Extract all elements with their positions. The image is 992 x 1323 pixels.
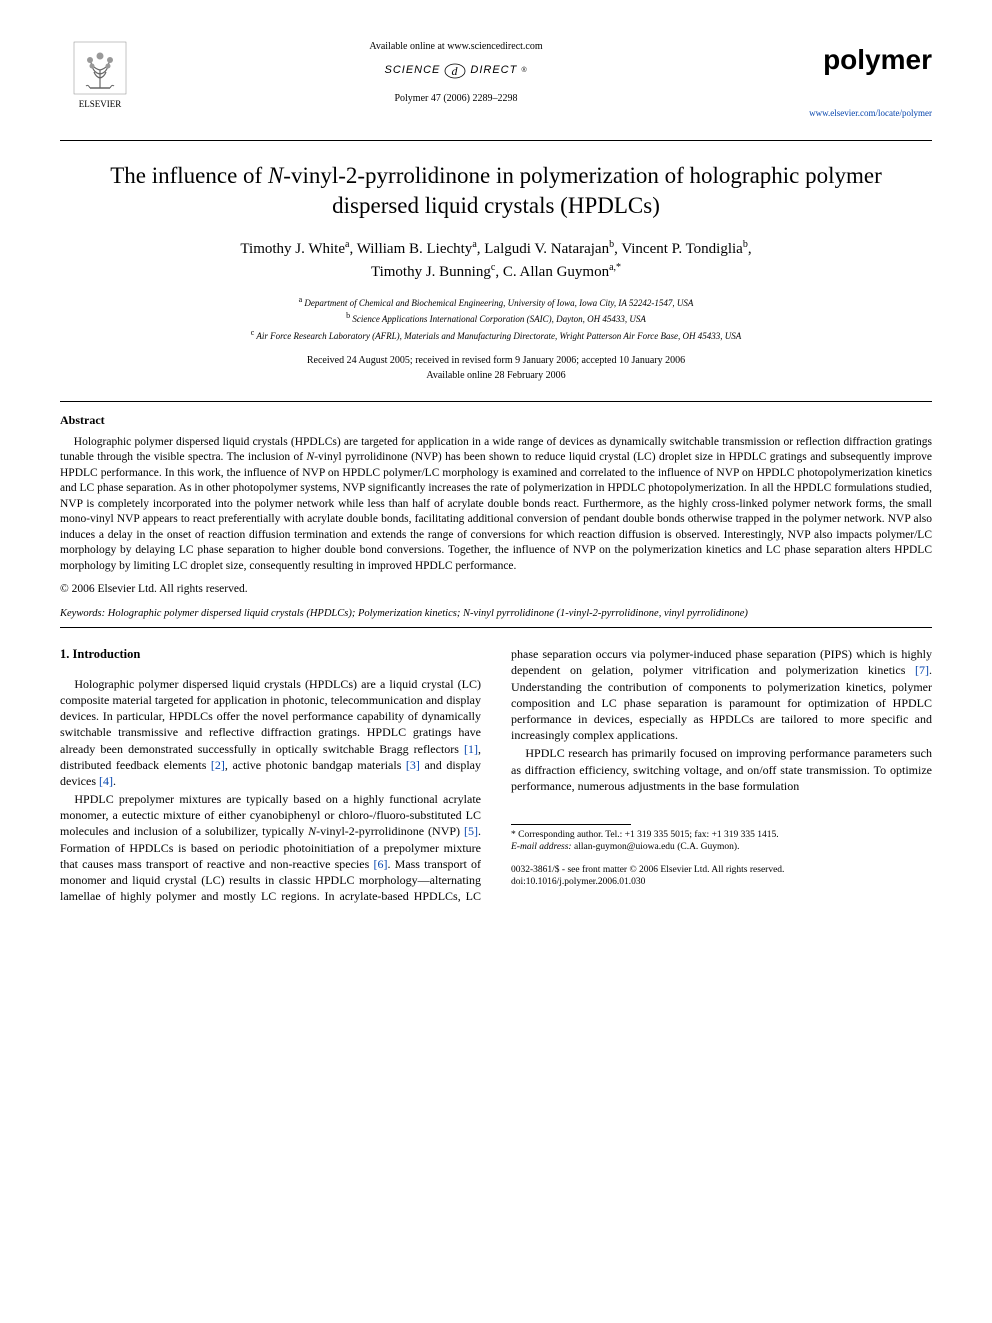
elsevier-tree-icon (72, 40, 128, 96)
sciencedirect-right: DIRECT (470, 63, 517, 78)
journal-url: www.elsevier.com/locate/polymer (772, 107, 932, 120)
affiliation-b: Science Applications International Corpo… (352, 314, 646, 324)
author: William B. Liechty (357, 241, 473, 257)
center-header: Available online at www.sciencedirect.co… (140, 40, 772, 106)
intro-heading: 1. Introduction (60, 646, 481, 664)
svg-text:d: d (452, 64, 459, 78)
affil-sup: b (346, 311, 350, 320)
abstract-top-rule (60, 401, 932, 402)
keywords-label: Keywords: (60, 608, 105, 619)
intro-p1-c: , active photonic bandgap materials (225, 758, 406, 772)
affiliation-a: Department of Chemical and Biochemical E… (304, 298, 693, 308)
copyright-line: © 2006 Elsevier Ltd. All rights reserved… (60, 581, 932, 597)
sciencedirect-left: SCIENCE (384, 63, 440, 78)
author: C. Allan Guymon (503, 264, 609, 280)
available-date: Available online 28 February 2006 (426, 370, 565, 381)
sciencedirect-logo: SCIENCE d DIRECT ® (140, 60, 772, 82)
author-affil-sup: c (491, 262, 495, 273)
ref-link-4[interactable]: [4] (99, 774, 113, 788)
keywords-line: Keywords: Holographic polymer dispersed … (60, 607, 932, 622)
sciencedirect-reg: ® (521, 66, 527, 76)
sciencedirect-at-icon: d (444, 60, 466, 82)
intro-para-1: Holographic polymer dispersed liquid cry… (60, 676, 481, 789)
page-header: ELSEVIER Available online at www.science… (60, 40, 932, 120)
right-header: polymer www.elsevier.com/locate/polymer (772, 40, 932, 120)
affiliation-c: Air Force Research Laboratory (AFRL), Ma… (256, 331, 741, 341)
author: Timothy J. White (240, 241, 345, 257)
elsevier-logo: ELSEVIER (60, 40, 140, 111)
ref-link-5[interactable]: [5] (464, 824, 478, 838)
keywords-text: Holographic polymer dispersed liquid cry… (108, 608, 748, 619)
author: Vincent P. Tondiglia (621, 241, 743, 257)
intro-p1-e: . (113, 774, 116, 788)
article-dates: Received 24 August 2005; received in rev… (60, 353, 932, 383)
author: Lalgudi V. Natarajan (484, 241, 609, 257)
journal-reference: Polymer 47 (2006) 2289–2298 (140, 92, 772, 106)
intro-p1-a: Holographic polymer dispersed liquid cry… (60, 677, 481, 756)
received-date: Received 24 August 2005; received in rev… (307, 355, 685, 366)
email-paren: (C.A. Guymon). (677, 842, 739, 852)
intro-para-3: HPDLC research has primarily focused on … (511, 745, 932, 794)
available-online-text: Available online at www.sciencedirect.co… (140, 40, 772, 54)
email-footnote: E-mail address: allan-guymon@uiowa.edu (… (511, 841, 932, 853)
doi-line: doi:10.1016/j.polymer.2006.01.030 (511, 876, 932, 888)
article-title: The influence of N-vinyl-2-pyrrolidinone… (100, 161, 892, 221)
footnote-rule (511, 824, 631, 825)
affil-sup: c (251, 328, 255, 337)
front-matter-line: 0032-3861/$ - see front matter © 2006 El… (511, 864, 932, 876)
corresponding-author-footnote: * Corresponding author. Tel.: +1 319 335… (511, 829, 932, 841)
author-affil-sup: a (345, 239, 349, 250)
author-affil-sup: b (609, 239, 614, 250)
footnote-block: * Corresponding author. Tel.: +1 319 335… (511, 824, 932, 888)
abstract-heading: Abstract (60, 412, 932, 429)
email-label: E-mail address: (511, 842, 572, 852)
body-columns: 1. Introduction Holographic polymer disp… (60, 646, 932, 904)
abstract-body: Holographic polymer dispersed liquid cry… (60, 435, 932, 575)
affil-sup: a (299, 295, 303, 304)
doi-block: 0032-3861/$ - see front matter © 2006 El… (511, 864, 932, 889)
author-list: Timothy J. Whitea, William B. Liechtya, … (60, 237, 932, 284)
author-affil-sup: a (472, 239, 476, 250)
elsevier-label: ELSEVIER (60, 98, 140, 111)
ref-link-7[interactable]: [7] (915, 663, 929, 677)
abstract-bottom-rule (60, 627, 932, 628)
ref-link-2[interactable]: [2] (211, 758, 225, 772)
header-rule (60, 140, 932, 141)
affiliations: a Department of Chemical and Biochemical… (60, 294, 932, 344)
journal-url-link[interactable]: www.elsevier.com/locate/polymer (809, 108, 932, 118)
polymer-logo: polymer (772, 40, 932, 79)
author-affil-sup: a,* (609, 262, 621, 273)
ref-link-6[interactable]: [6] (373, 857, 387, 871)
ref-link-3[interactable]: [3] (406, 758, 420, 772)
email-address: allan-guymon@uiowa.edu (574, 842, 675, 852)
author-affil-sup: b (743, 239, 748, 250)
author: Timothy J. Bunning (371, 264, 491, 280)
ref-link-1[interactable]: [1] (464, 742, 478, 756)
